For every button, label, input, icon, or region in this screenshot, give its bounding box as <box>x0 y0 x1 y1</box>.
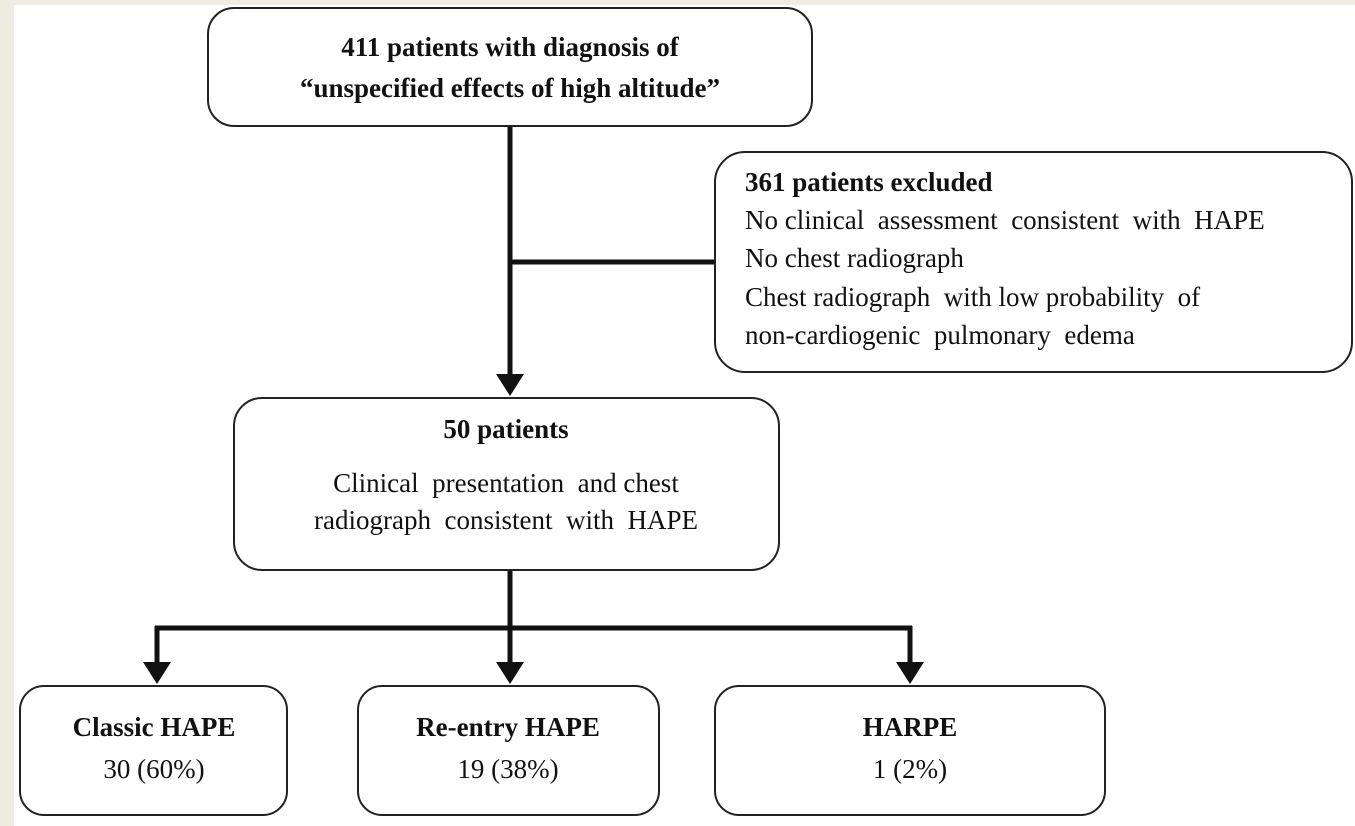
node-title: Classic HAPE <box>73 712 236 742</box>
node-box <box>207 7 813 127</box>
connectors <box>143 126 924 684</box>
node-text: 411 patients with diagnosis of <box>341 32 680 62</box>
node-text: non-cardiogenic pulmonary edema <box>745 320 1135 350</box>
node-title: 361 patients excluded <box>745 167 993 197</box>
node-text: 1 (2%) <box>873 754 947 784</box>
node-title: Re-entry HAPE <box>416 712 600 742</box>
node-box <box>357 685 660 816</box>
node-text: 30 (60%) <box>103 754 204 784</box>
node-text: “unspecified effects of high altitude” <box>300 73 720 103</box>
node-box <box>714 151 1353 373</box>
arrowhead <box>496 662 524 684</box>
node-title: HARPE <box>863 712 958 742</box>
node-text: No clinical assessment consistent with H… <box>745 205 1265 235</box>
node-text: 19 (38%) <box>457 754 558 784</box>
node-text: Clinical presentation and chest <box>333 468 679 498</box>
node-box <box>233 397 780 571</box>
node-text: No chest radiograph <box>745 243 964 273</box>
arrowhead <box>896 662 924 684</box>
node-box <box>19 685 288 816</box>
arrowhead <box>496 374 524 396</box>
node-title: 50 patients <box>443 414 568 444</box>
node-box <box>714 685 1106 816</box>
node-text: radiograph consistent with HAPE <box>314 505 698 535</box>
arrowhead <box>143 662 171 684</box>
node-text: Chest radiograph with low probability of <box>745 282 1200 312</box>
